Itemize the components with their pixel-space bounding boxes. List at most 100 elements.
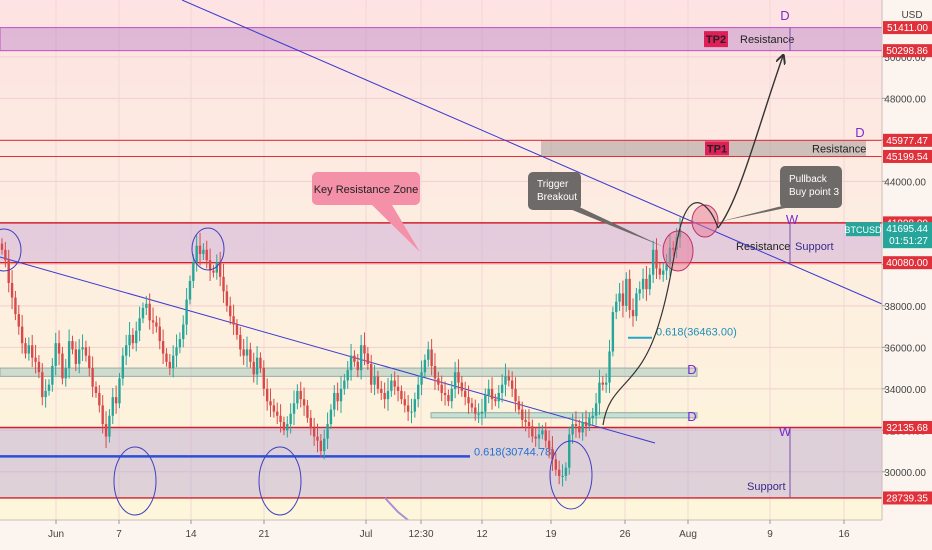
zone-mid-2 bbox=[430, 412, 698, 419]
candle bbox=[249, 342, 252, 368]
price-label-bg bbox=[883, 149, 932, 163]
candle bbox=[14, 290, 17, 321]
candle bbox=[312, 417, 316, 446]
candle-body bbox=[111, 397, 114, 416]
candle bbox=[34, 344, 37, 374]
candle bbox=[608, 339, 611, 394]
candle bbox=[390, 373, 393, 397]
price-tick-label: 50000.00 bbox=[884, 53, 926, 64]
candle-body bbox=[514, 388, 517, 402]
candle bbox=[510, 371, 514, 398]
pattern-letter: W bbox=[779, 424, 792, 439]
candle-body bbox=[67, 341, 71, 369]
candle bbox=[366, 346, 370, 370]
candle bbox=[205, 240, 208, 269]
price-label: 32135.68 bbox=[886, 423, 928, 434]
candle-body bbox=[302, 399, 306, 406]
candle bbox=[84, 340, 88, 362]
candle-body bbox=[128, 334, 131, 346]
candle-body bbox=[339, 388, 343, 402]
candle bbox=[326, 412, 329, 450]
time-tick-label: 26 bbox=[619, 529, 631, 540]
candle-body bbox=[574, 424, 578, 427]
candle bbox=[380, 380, 383, 401]
callout-pullback-pointer bbox=[718, 205, 800, 222]
pattern-letter: D bbox=[855, 125, 864, 140]
candle-body bbox=[182, 324, 185, 340]
candle bbox=[165, 348, 168, 367]
time-tick-label: 7 bbox=[116, 529, 122, 540]
callout-pullback-line2: Buy point 3 bbox=[789, 187, 839, 198]
candle bbox=[235, 319, 239, 340]
candle-body bbox=[329, 409, 333, 425]
zone-key bbox=[0, 222, 882, 263]
candle-body bbox=[527, 422, 531, 427]
support-label: Support bbox=[747, 481, 786, 493]
candle-body bbox=[460, 382, 464, 391]
candle-body bbox=[309, 417, 312, 429]
candle bbox=[202, 243, 205, 260]
candle bbox=[155, 315, 158, 333]
candle bbox=[118, 373, 121, 409]
candle-body bbox=[24, 343, 27, 354]
candle-body bbox=[91, 368, 94, 387]
candle-body bbox=[44, 390, 47, 398]
candle bbox=[309, 409, 312, 436]
tp1-label: Resistance bbox=[812, 143, 866, 155]
pattern-circle bbox=[0, 228, 22, 272]
candle-body bbox=[601, 382, 605, 385]
candle-body bbox=[648, 274, 651, 290]
candle-body bbox=[490, 388, 494, 400]
candle-body bbox=[104, 424, 108, 437]
candle bbox=[655, 238, 658, 279]
candle-body bbox=[416, 384, 420, 400]
candle bbox=[88, 346, 91, 377]
candle bbox=[578, 419, 581, 439]
candle bbox=[195, 235, 198, 272]
candle-body bbox=[178, 339, 182, 348]
currency-label: USD bbox=[901, 10, 922, 21]
candle bbox=[343, 373, 346, 395]
candle bbox=[386, 378, 390, 411]
callout-pullback-line1: Pullback bbox=[789, 174, 828, 185]
pattern-circle bbox=[113, 446, 157, 516]
candle-body bbox=[118, 378, 121, 404]
candle bbox=[410, 398, 413, 424]
candle-body bbox=[413, 399, 417, 412]
candle-body bbox=[370, 363, 373, 385]
candle bbox=[457, 359, 460, 395]
candle bbox=[611, 306, 615, 357]
candle bbox=[185, 287, 188, 335]
candle bbox=[557, 460, 561, 485]
candle bbox=[198, 232, 202, 266]
candle-body bbox=[380, 388, 383, 393]
candle-body bbox=[37, 361, 41, 373]
candle bbox=[7, 249, 10, 293]
candle-body bbox=[31, 345, 34, 358]
time-tick-label: 19 bbox=[545, 529, 557, 540]
candle-body bbox=[114, 397, 118, 404]
bottom-arrow bbox=[384, 497, 409, 521]
candle bbox=[363, 332, 366, 366]
candle-body bbox=[343, 380, 346, 389]
candle bbox=[547, 430, 551, 459]
candle-body bbox=[208, 260, 212, 271]
candle bbox=[537, 422, 541, 450]
candle-body bbox=[366, 353, 370, 364]
time-tick-label: 9 bbox=[767, 529, 773, 540]
breakout-circle bbox=[662, 230, 694, 272]
candle-body bbox=[467, 397, 470, 404]
price-tick-label: 44000.00 bbox=[884, 177, 926, 188]
candle bbox=[178, 332, 182, 354]
candle bbox=[225, 284, 229, 312]
time-tick-label: 12 bbox=[476, 529, 488, 540]
pattern-letter: W bbox=[786, 212, 799, 227]
candle-body bbox=[279, 415, 282, 423]
candle-body bbox=[604, 382, 608, 385]
candle-body bbox=[531, 426, 534, 437]
candle bbox=[507, 369, 511, 387]
candle bbox=[175, 334, 178, 368]
candle bbox=[376, 370, 380, 394]
candle bbox=[527, 409, 531, 438]
